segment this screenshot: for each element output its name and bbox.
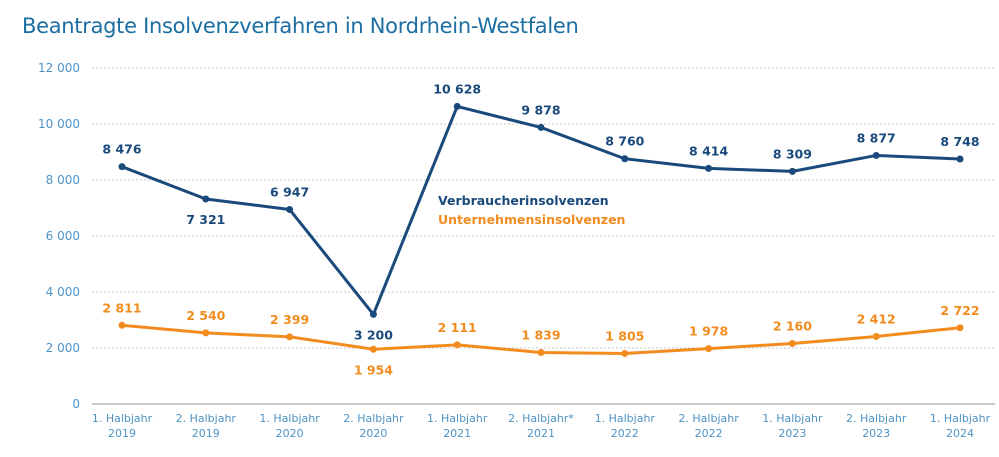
data-label: 8 748 (940, 134, 979, 149)
data-point (453, 102, 461, 110)
y-tick-label: 10 000 (38, 117, 80, 131)
x-tick-label: 2. Halbjahr (678, 412, 739, 425)
data-point (872, 151, 880, 159)
data-label: 3 200 (354, 327, 393, 342)
data-point (788, 340, 796, 348)
y-tick-label: 2 000 (46, 341, 80, 355)
x-tick-label: 1. Halbjahr (762, 412, 823, 425)
y-tick-label: 6 000 (46, 229, 80, 243)
data-label: 8 877 (857, 130, 896, 145)
data-point (537, 123, 545, 131)
data-point (369, 310, 377, 318)
x-tick-label: 2. Halbjahr* (508, 412, 574, 425)
data-point (621, 155, 629, 163)
data-point (118, 321, 126, 329)
data-label: 1 839 (521, 328, 560, 343)
x-tick-label-year: 2024 (946, 427, 974, 440)
y-tick-label: 12 000 (38, 61, 80, 75)
x-tick-label: 1. Halbjahr (595, 412, 656, 425)
data-label: 7 321 (186, 212, 225, 227)
x-tick-label: 2. Halbjahr (176, 412, 237, 425)
data-label: 2 111 (438, 320, 477, 335)
data-point (956, 155, 964, 163)
y-tick-label: 4 000 (46, 285, 80, 299)
y-tick-label: 8 000 (46, 173, 80, 187)
data-label: 2 412 (857, 311, 896, 326)
x-tick-label-year: 2022 (611, 427, 639, 440)
data-point (788, 167, 796, 175)
data-label: 1 805 (605, 328, 644, 343)
x-tick-label: 1. Halbjahr (92, 412, 153, 425)
data-point (202, 195, 210, 203)
x-tick-label: 2. Halbjahr (846, 412, 907, 425)
data-label: 6 947 (270, 184, 309, 199)
data-label: 2 811 (102, 300, 141, 315)
x-tick-label-year: 2020 (359, 427, 387, 440)
data-label: 9 878 (521, 102, 560, 117)
data-label: 2 160 (773, 319, 812, 334)
legend-entry: Verbraucherinsolvenzen (438, 193, 609, 208)
data-point (872, 332, 880, 340)
data-point (705, 164, 713, 172)
data-point (286, 205, 294, 213)
data-point (453, 341, 461, 349)
data-point (621, 349, 629, 357)
x-tick-label-year: 2019 (108, 427, 136, 440)
data-point (369, 345, 377, 353)
x-tick-label-year: 2023 (778, 427, 806, 440)
x-tick-label-year: 2021 (443, 427, 471, 440)
x-tick-label-year: 2020 (276, 427, 304, 440)
data-label: 1 978 (689, 324, 728, 339)
x-tick-label: 1. Halbjahr (930, 412, 991, 425)
x-tick-label: 2. Halbjahr (343, 412, 404, 425)
x-tick-label-year: 2021 (527, 427, 555, 440)
data-label: 8 309 (773, 146, 812, 161)
x-tick-label-year: 2022 (695, 427, 723, 440)
data-label: 2 722 (940, 303, 979, 318)
data-point (286, 333, 294, 341)
data-point (537, 349, 545, 357)
data-point (956, 324, 964, 332)
y-tick-label: 0 (72, 397, 80, 411)
data-label: 1 954 (354, 362, 393, 377)
x-tick-label: 1. Halbjahr (427, 412, 488, 425)
data-label: 2 399 (270, 312, 309, 327)
series-line-verbraucher (121, 104, 961, 316)
x-tick-label-year: 2023 (862, 427, 890, 440)
legend-entry: Unternehmensinsolvenzen (438, 212, 625, 227)
data-point (705, 345, 713, 353)
data-label: 10 628 (433, 81, 481, 96)
data-label: 8 760 (605, 134, 644, 149)
x-tick-label-year: 2019 (192, 427, 220, 440)
data-point (118, 163, 126, 171)
x-tick-label: 1. Halbjahr (259, 412, 320, 425)
data-label: 8 414 (689, 143, 728, 158)
data-label: 8 476 (102, 142, 141, 157)
data-label: 2 540 (186, 308, 225, 323)
data-point (202, 329, 210, 337)
chart-title: Beantragte Insolvenzverfahren in Nordrhe… (22, 14, 579, 38)
